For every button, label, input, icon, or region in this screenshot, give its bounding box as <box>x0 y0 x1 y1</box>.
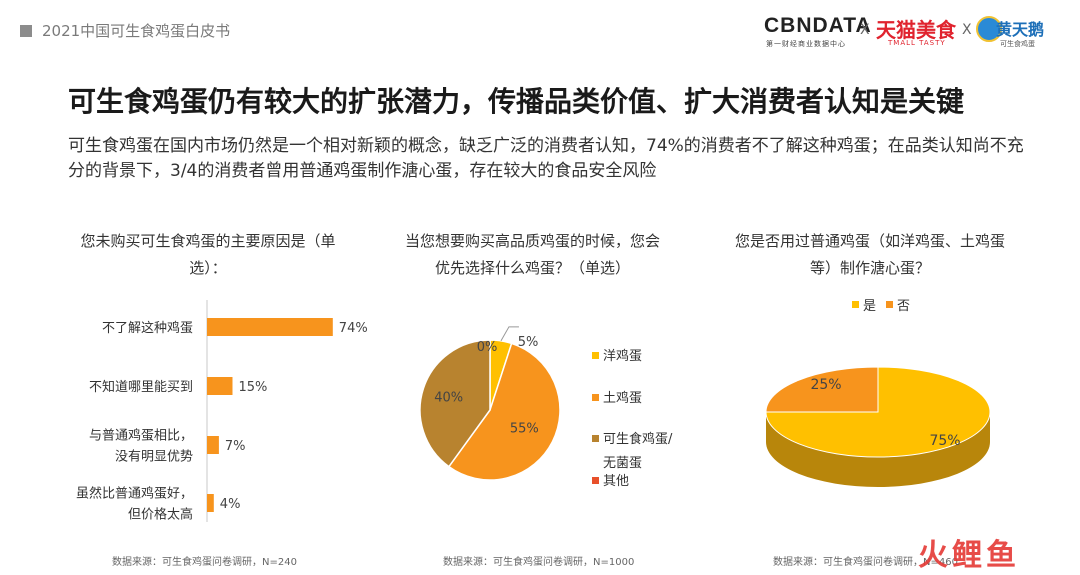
chart1-value-label-2: 7% <box>225 439 246 454</box>
chart2-legend-label-1: 土鸡蛋 <box>603 390 642 406</box>
chart2-legend-swatch-1 <box>592 394 599 401</box>
huangtianer-logo: 黄天鹅 <box>996 20 1045 39</box>
chart2-slice-2 <box>419 339 491 468</box>
report-tag: 2021中国可生食鸡蛋白皮书 <box>42 22 231 40</box>
chart1-value-label-3: 4% <box>220 497 241 512</box>
chart2-legend-label-0: 洋鸡蛋 <box>603 348 642 364</box>
page-header: 2021中国可生食鸡蛋白皮书 CBNDATA 第一财经商业数据中心 X 天猫美食… <box>0 0 1080 60</box>
logo-separator-2: X <box>962 22 972 38</box>
chart2-source: 数据来源：可生食鸡蛋问卷调研，N=1000 <box>443 557 635 568</box>
chart1-category-label-2: 没有明显优势 <box>115 449 193 465</box>
tmall-logo: 天猫美食 <box>876 18 956 42</box>
chart2-value-label-0: 5% <box>518 335 539 350</box>
chart3-legend-swatch-0 <box>852 301 859 308</box>
page-title: 可生食鸡蛋仍有较大的扩张潜力，传播品类价值、扩大消费者认知是关键 <box>68 85 965 118</box>
chart1-bar-0 <box>207 318 333 336</box>
chart2-leader-line-0 <box>500 326 519 342</box>
chart2-legend-swatch-2 <box>592 435 599 442</box>
chart1-category-label-2: 与普通鸡蛋相比， <box>89 428 193 444</box>
cbndata-logo-sub: 第一财经商业数据中心 <box>766 40 846 48</box>
chart1-value-label-1: 15% <box>239 380 268 395</box>
chart1-category-label-3: 虽然比普通鸡蛋好， <box>76 486 193 502</box>
logo-separator: X <box>860 22 870 38</box>
huangtianer-logo-sub: 可生食鸡蛋 <box>1000 40 1035 48</box>
chart3-legend-label-0: 是 <box>863 299 876 314</box>
chart2-legend-label-3: 其他 <box>603 474 629 489</box>
tmall-logo-sub: TMALL TASTY <box>888 39 946 47</box>
chart2-value-label-1: 55% <box>510 421 539 436</box>
chart1-category-label-3: 但价格太高 <box>128 507 193 523</box>
chart2-title: 当您想要购买高品质鸡蛋的时候，您会优先选择什么鸡蛋？（单选） <box>405 232 661 277</box>
chart3-slice-1 <box>765 366 879 413</box>
watermark: 火鲤鱼 <box>918 538 1020 573</box>
chart1-bar-1 <box>207 377 233 395</box>
partner-logos: CBNDATA 第一财经商业数据中心 X 天猫美食 TMALL TASTY X … <box>764 14 1064 50</box>
chart3-title: 您是否用过普通鸡蛋（如洋鸡蛋、土鸡蛋等）制作溏心蛋？ <box>735 232 1006 277</box>
chart3-value-label-0: 75% <box>929 433 960 449</box>
chart2-value-label-2: 40% <box>434 391 463 406</box>
header-square-icon <box>20 25 32 37</box>
chart1-title: 您未购买可生食鸡蛋的主要原因是（单选）： <box>80 232 336 277</box>
chart2-legend-swatch-0 <box>592 352 599 359</box>
chart2-legend-swatch-3 <box>592 477 599 484</box>
chart3-slice-side-0 <box>766 412 990 487</box>
huangtianer-logo-icon <box>976 16 1002 42</box>
chart1-category-label-0: 不了解这种鸡蛋 <box>102 320 193 336</box>
page-subtitle: 可生食鸡蛋在国内市场仍然是一个相对新颖的概念，缺乏广泛的消费者认知，74%的消费… <box>68 136 1024 181</box>
chart3-legend-swatch-1 <box>886 301 893 308</box>
cbndata-logo: CBNDATA <box>764 14 872 37</box>
chart1-bar-2 <box>207 436 219 454</box>
chart1-category-label-1: 不知道哪里能买到 <box>89 379 193 395</box>
chart3-source: 数据来源：可生食鸡蛋问卷调研，N=460 <box>773 557 958 568</box>
chart2-slice-1 <box>447 342 561 481</box>
chart2-legend-label-2: 无菌蛋 <box>603 456 642 471</box>
chart1-value-label-0: 74% <box>339 321 368 336</box>
chart2-legend-label-2: 可生食鸡蛋/ <box>603 431 673 447</box>
chart3-legend-label-1: 否 <box>897 299 910 314</box>
chart3-value-label-1: 25% <box>810 377 841 393</box>
chart1-source: 数据来源：可生食鸡蛋问卷调研，N=240 <box>112 557 297 568</box>
chart2-value-label-3: 0% <box>477 340 498 355</box>
chart1-bar-3 <box>207 494 214 512</box>
